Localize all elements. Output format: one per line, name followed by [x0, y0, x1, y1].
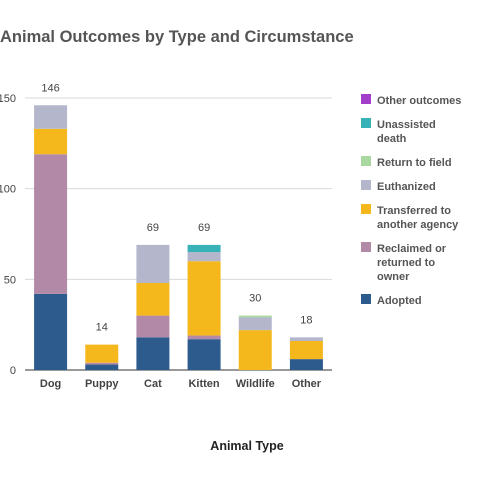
- bar-segment: [187, 339, 221, 370]
- legend-label: Euthanized: [377, 181, 436, 193]
- bar-segment: [136, 337, 170, 370]
- legend-label: Return to field: [377, 157, 452, 169]
- bar-segment: [238, 315, 272, 318]
- y-axis-ticks: 0 50 100 150: [0, 93, 16, 377]
- bar-segment: [85, 362, 119, 365]
- legend-swatch: [361, 242, 371, 252]
- legend-swatch: [361, 180, 371, 190]
- bar-segment: [289, 337, 323, 341]
- bars: [34, 105, 323, 370]
- bar-segment: [187, 261, 221, 336]
- bar-segment: [34, 128, 68, 155]
- x-tick-label: Cat: [144, 378, 162, 390]
- bar-segment: [85, 364, 119, 370]
- bar-total-label: 146: [41, 82, 59, 94]
- legend-label: Unassisted: [377, 119, 436, 131]
- bar-total-label: 69: [198, 222, 210, 234]
- bar-total-label: 69: [147, 222, 159, 234]
- bar-segment: [289, 359, 323, 370]
- bar-segment: [187, 252, 221, 262]
- y-tick-label: 150: [0, 93, 16, 105]
- bar-segment: [34, 105, 68, 129]
- y-tick-label: 0: [10, 365, 16, 377]
- legend-label: owner: [377, 271, 410, 283]
- legend-label: death: [377, 133, 407, 145]
- legend-label: Transferred to: [377, 205, 451, 217]
- bar-segment: [187, 244, 221, 253]
- x-tick-label: Other: [292, 378, 322, 390]
- x-axis-title: Animal Type: [210, 439, 283, 453]
- legend-label: Reclaimed or: [377, 243, 447, 255]
- bar-total-label: 30: [249, 293, 261, 305]
- x-tick-label: Dog: [40, 378, 61, 390]
- bar-segment: [34, 293, 68, 370]
- gridlines: [25, 97, 332, 371]
- x-tick-label: Puppy: [85, 378, 119, 390]
- legend-swatch: [361, 118, 371, 128]
- legend-label: returned to: [377, 257, 435, 269]
- bar-segment: [85, 344, 119, 363]
- x-tick-label: Kitten: [188, 378, 219, 390]
- bar-total-label: 14: [96, 322, 108, 334]
- bar-segment: [187, 335, 221, 340]
- bar-segment: [238, 317, 272, 331]
- bar-total-label: 18: [300, 314, 312, 326]
- y-tick-label: 100: [0, 184, 16, 196]
- bar-segment: [136, 282, 170, 316]
- legend: Other outcomes Unassisted death Return to f…: [361, 94, 461, 307]
- x-tick-label: Wildlife: [236, 378, 275, 390]
- bar-segment: [289, 340, 323, 360]
- legend-swatch: [361, 294, 371, 304]
- legend-label: another agency: [377, 219, 459, 231]
- legend-swatch: [361, 204, 371, 214]
- chart-title: Animal Outcomes by Type and Circumstance: [0, 28, 354, 46]
- legend-swatch: [361, 94, 371, 104]
- legend-swatch: [361, 156, 371, 166]
- x-axis-ticks: Dog Puppy Cat Kitten Wildlife Other: [40, 378, 322, 390]
- legend-label: Adopted: [377, 295, 422, 307]
- bar-segment: [136, 315, 170, 338]
- bar-segment: [136, 244, 170, 283]
- legend-label: Other outcomes: [377, 95, 461, 107]
- bar-total-labels: 146 14 69 69 30 18: [41, 82, 312, 333]
- bar-segment: [34, 154, 68, 294]
- bar-segment: [238, 330, 272, 370]
- y-tick-label: 50: [4, 274, 16, 286]
